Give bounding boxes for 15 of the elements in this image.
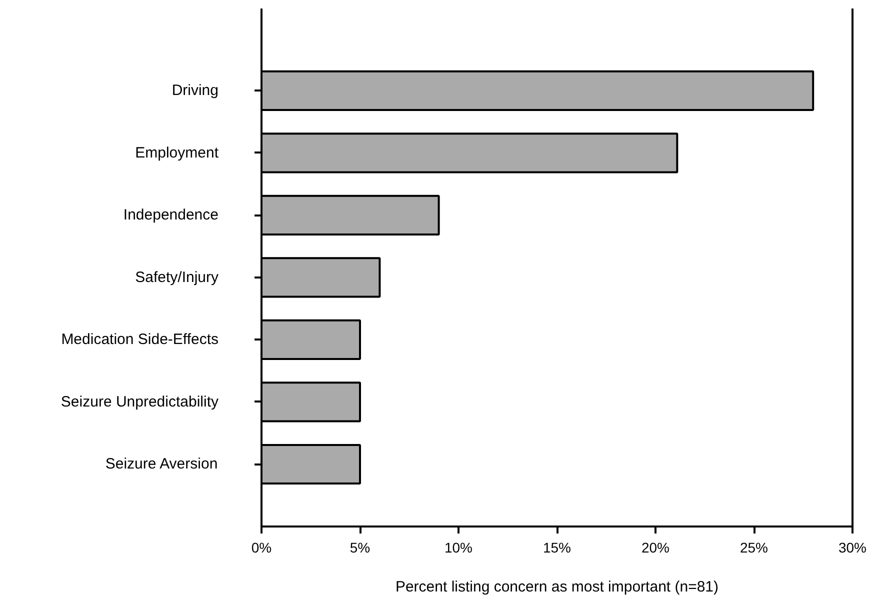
- x-tick-label: 10%: [444, 540, 473, 556]
- x-axis-title: Percent listing concern as most important (n=81): [395, 578, 719, 596]
- x-tick-label: 0%: [251, 540, 272, 556]
- y-tick-label: Seizure Aversion: [105, 456, 218, 473]
- y-tick-label: Seizure Unpredictability: [60, 393, 219, 410]
- y-tick-label: Driving: [172, 82, 219, 100]
- y-tick-label: Employment: [135, 144, 220, 162]
- y-tick-label: Safety/Injury: [135, 268, 219, 286]
- x-tick-label: 5%: [350, 540, 370, 556]
- x-tick-label: 25%: [740, 540, 768, 556]
- x-tick-label: 30%: [838, 540, 867, 556]
- x-tick-label: 20%: [641, 540, 670, 556]
- y-tick-label: Medication Side-Effects: [61, 331, 219, 348]
- x-tick-label: 15%: [542, 540, 572, 556]
- y-tick-label: Independence: [123, 206, 219, 224]
